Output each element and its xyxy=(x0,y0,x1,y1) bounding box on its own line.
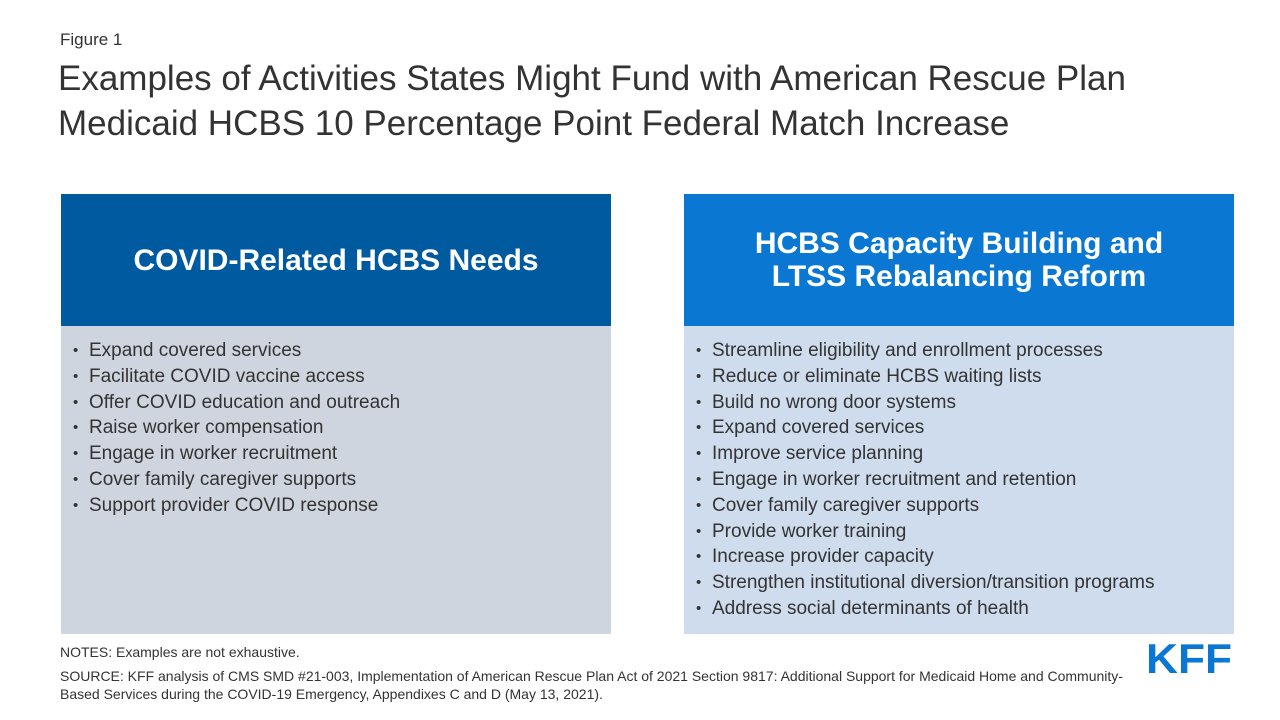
covid-needs-item-text: Engage in worker recruitment xyxy=(89,443,338,465)
capacity-heading-line-2: LTSS Rebalancing Reform xyxy=(771,260,1147,293)
bullet-icon: • xyxy=(696,548,702,566)
covid-needs-item-text: Expand covered services xyxy=(89,340,302,361)
capacity-building-item: • Increase provider capacity xyxy=(696,544,1222,570)
covid-needs-item: • Offer COVID education and outreach xyxy=(73,390,599,416)
covid-needs-item: • Support provider COVID response xyxy=(73,493,599,519)
bullet-icon: • xyxy=(696,342,702,359)
capacity-building-item-text: Reduce or eliminate HCBS waiting lists xyxy=(712,365,1042,387)
capacity-building-item: • Improve service planning xyxy=(696,441,1222,467)
capacity-building-item: • Streamline eligibility and enrollment p… xyxy=(696,338,1222,364)
capacity-heading-line-1: HCBS Capacity Building and xyxy=(754,227,1164,260)
covid-needs-item-text: Offer COVID education and outreach xyxy=(89,391,401,413)
bullet-icon: • xyxy=(696,599,702,617)
figure-label: Figure 1 xyxy=(60,30,123,49)
covid-needs-list: • Expand covered services • Facilitate COVI… xyxy=(73,338,599,519)
bullet-icon: • xyxy=(73,470,79,488)
covid-needs-item-text: Facilitate COVID vaccine access xyxy=(89,365,365,387)
kff-logo: KFF xyxy=(1146,638,1232,678)
covid-needs-heading: COVID-Related HCBS Needs xyxy=(61,194,611,326)
title-line-2: Medicaid HCBS 10 Percentage Point Federa… xyxy=(58,104,1010,143)
covid-needs-item: • Engage in worker recruitment xyxy=(73,441,599,467)
capacity-building-item-text: Increase provider capacity xyxy=(712,546,934,568)
bullet-icon: • xyxy=(73,367,79,385)
kff-logo-text: KFF xyxy=(1146,638,1232,678)
bullet-icon: • xyxy=(73,419,79,437)
bullet-icon: • xyxy=(696,419,702,437)
capacity-building-item-text: Cover family caregiver supports xyxy=(712,494,980,516)
capacity-building-item-text: Build no wrong door systems xyxy=(712,391,956,413)
capacity-building-item-text: Engage in worker recruitment and retenti… xyxy=(712,468,1077,490)
page-title: Examples of Activities States Might Fund… xyxy=(58,56,1238,146)
source-note: SOURCE: KFF analysis of CMS SMD #21-003,… xyxy=(60,668,1123,702)
capacity-building-list: • Streamline eligibility and enrollment p… xyxy=(696,338,1222,622)
capacity-building-item-text: Address social determinants of health xyxy=(712,597,1029,619)
capacity-building-body: • Streamline eligibility and enrollment p… xyxy=(684,326,1234,634)
capacity-building-panel: HCBS Capacity Building and LTSS Rebalanc… xyxy=(684,194,1234,634)
bullet-icon: • xyxy=(696,470,702,488)
capacity-building-item-text: Improve service planning xyxy=(712,443,924,465)
bullet-icon: • xyxy=(73,342,79,359)
capacity-building-item: • Address social determinants of health xyxy=(696,596,1222,622)
bullet-icon: • xyxy=(696,445,702,463)
capacity-building-item: • Engage in worker recruitment and retent… xyxy=(696,467,1222,493)
capacity-building-item: • Cover family caregiver supports xyxy=(696,493,1222,519)
capacity-building-item-text: Expand covered services xyxy=(712,417,925,439)
capacity-building-item: • Reduce or eliminate HCBS waiting lists xyxy=(696,364,1222,390)
covid-needs-item: • Cover family caregiver supports xyxy=(73,467,599,493)
capacity-building-item-text: Provide worker training xyxy=(712,520,907,542)
bullet-icon: • xyxy=(73,496,79,514)
bullet-icon: • xyxy=(696,393,702,411)
capacity-building-item: • Provide worker training xyxy=(696,519,1222,545)
capacity-building-item: • Strengthen institutional diversion/tran… xyxy=(696,570,1222,596)
bullet-icon: • xyxy=(696,522,702,540)
bullet-icon: • xyxy=(696,367,702,385)
bullet-icon: • xyxy=(696,574,702,592)
covid-needs-item: • Expand covered services xyxy=(73,338,599,364)
covid-needs-panel: COVID-Related HCBS Needs • Expand covered… xyxy=(61,194,611,634)
covid-needs-item-text: Raise worker compensation xyxy=(89,417,324,439)
covid-needs-body: • Expand covered services • Facilitate COVI… xyxy=(61,326,611,634)
title-line-1: Examples of Activities States Might Fund… xyxy=(58,59,1126,98)
covid-needs-item-text: Support provider COVID response xyxy=(89,494,379,516)
covid-needs-item-text: Cover family caregiver supports xyxy=(89,468,357,490)
capacity-building-item: • Build no wrong door systems xyxy=(696,390,1222,416)
bullet-icon: • xyxy=(696,496,702,514)
capacity-building-item: • Expand covered services xyxy=(696,415,1222,441)
bullet-icon: • xyxy=(73,445,79,463)
covid-needs-item: • Facilitate COVID vaccine access xyxy=(73,364,599,390)
capacity-building-heading: HCBS Capacity Building and LTSS Rebalanc… xyxy=(684,194,1234,326)
notes: NOTES: Examples are not exhaustive. xyxy=(60,644,300,660)
capacity-building-item-text: Streamline eligibility and enrollment pr… xyxy=(712,340,1103,361)
bullet-icon: • xyxy=(73,393,79,411)
covid-needs-item: • Raise worker compensation xyxy=(73,415,599,441)
capacity-building-item-text: Strengthen institutional diversion/trans… xyxy=(712,572,1155,594)
